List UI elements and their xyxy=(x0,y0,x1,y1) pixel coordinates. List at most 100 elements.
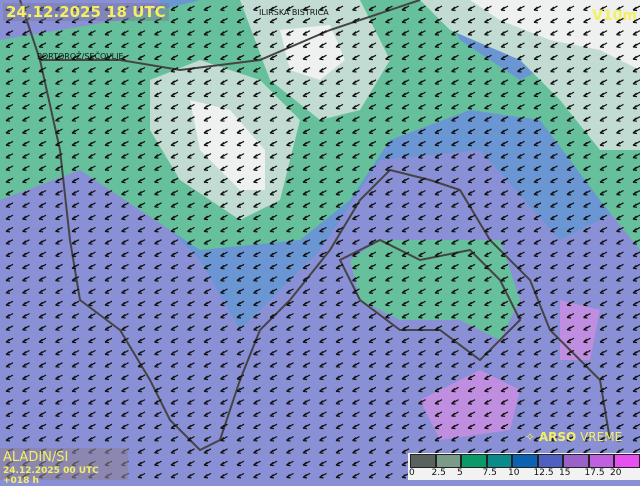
wind-arrow xyxy=(533,153,542,159)
wind-arrow xyxy=(352,288,360,294)
wind-arrow xyxy=(451,239,459,245)
wind-arrow xyxy=(104,103,113,110)
wind-arrow xyxy=(583,30,591,36)
wind-arrow xyxy=(121,30,129,36)
wind-arrow xyxy=(550,411,558,417)
wind-arrow xyxy=(632,17,640,24)
wind-arrow xyxy=(286,325,294,331)
wind-arrow xyxy=(187,374,195,381)
wind-arrow xyxy=(517,153,525,159)
wind-arrow xyxy=(418,30,426,36)
wind-arrow xyxy=(154,362,162,368)
wind-arrow xyxy=(269,349,278,356)
city-label: ILIRSKA BISTRICA xyxy=(259,8,329,17)
wind-arrow xyxy=(500,79,509,85)
wind-arrow xyxy=(335,153,344,159)
wind-arrow xyxy=(22,312,30,319)
wind-arrow xyxy=(467,30,476,36)
wind-arrow xyxy=(451,435,459,442)
wind-arrow xyxy=(55,140,63,147)
wind-arrow xyxy=(517,239,525,245)
wind-arrow xyxy=(467,202,476,208)
wind-arrow xyxy=(187,91,195,98)
wind-arrow xyxy=(517,276,525,282)
wind-arrow xyxy=(22,263,30,270)
wind-arrow xyxy=(302,239,311,245)
wind-arrow xyxy=(583,91,591,98)
wind-arrow xyxy=(220,325,228,331)
wind-arrow xyxy=(632,128,640,135)
wind-arrow xyxy=(368,189,377,196)
wind-arrow xyxy=(253,5,261,12)
wind-arrow xyxy=(88,300,96,307)
wind-arrow xyxy=(154,17,162,24)
wind-arrow xyxy=(352,386,360,393)
wind-arrow xyxy=(269,460,278,467)
wind-arrow xyxy=(170,42,179,48)
wind-arrow xyxy=(583,153,591,159)
wind-arrow xyxy=(533,202,542,208)
wind-arrow xyxy=(418,202,426,208)
wind-arrow xyxy=(104,337,113,344)
wind-arrow xyxy=(550,374,558,381)
wind-arrow xyxy=(154,116,162,122)
wind-arrow xyxy=(385,399,393,405)
wind-arrow xyxy=(187,66,195,73)
wind-arrow xyxy=(319,374,327,381)
wind-arrow xyxy=(71,189,80,196)
wind-arrow xyxy=(55,165,63,171)
wind-arrow xyxy=(236,66,245,73)
wind-arrow xyxy=(599,177,608,184)
wind-arrow xyxy=(203,30,212,36)
wind-arrow xyxy=(319,312,327,319)
wind-arrow xyxy=(550,239,558,245)
wind-arrow xyxy=(616,251,624,258)
wind-arrow xyxy=(368,435,377,442)
legend-label: 17.5 xyxy=(584,468,605,478)
wind-arrow xyxy=(583,54,591,61)
wind-arrow xyxy=(137,374,146,381)
wind-arrow xyxy=(121,362,129,368)
wind-arrow xyxy=(187,362,195,368)
wind-arrow xyxy=(170,374,179,381)
wind-arrow xyxy=(533,79,542,85)
wind-arrow xyxy=(616,423,624,430)
wind-arrow xyxy=(137,103,146,110)
wind-arrow xyxy=(616,54,624,61)
wind-arrow xyxy=(599,189,608,196)
wind-arrow xyxy=(632,54,640,61)
wind-arrow xyxy=(500,411,509,417)
wind-arrow xyxy=(385,103,393,110)
wind-arrow xyxy=(352,362,360,368)
wind-arrow xyxy=(418,17,426,24)
wind-arrow xyxy=(269,165,278,171)
wind-arrow xyxy=(253,42,261,48)
wind-arrow xyxy=(484,276,492,282)
wind-arrow xyxy=(385,312,393,319)
wind-arrow xyxy=(154,239,162,245)
wind-arrow xyxy=(616,362,624,368)
wind-arrow xyxy=(121,54,129,61)
wind-arrow xyxy=(352,423,360,430)
wind-arrow xyxy=(286,300,294,307)
wind-arrow xyxy=(319,349,327,356)
wind-arrow xyxy=(434,411,443,417)
wind-arrow xyxy=(599,165,608,171)
wind-arrow xyxy=(269,448,278,454)
wind-arrow xyxy=(583,66,591,73)
wind-arrow xyxy=(335,472,344,479)
wind-arrow xyxy=(533,312,542,319)
wind-arrow xyxy=(368,349,377,356)
wind-arrow xyxy=(599,423,608,430)
wind-arrow xyxy=(154,399,162,405)
wind-arrow xyxy=(220,448,228,454)
wind-arrow xyxy=(418,362,426,368)
wind-arrow xyxy=(121,153,129,159)
wind-arrow xyxy=(368,177,377,184)
wind-arrow xyxy=(286,66,294,73)
wind-arrow xyxy=(484,140,492,147)
wind-arrow xyxy=(170,300,179,307)
wind-arrow xyxy=(385,239,393,245)
wind-arrow xyxy=(616,435,624,442)
wind-arrow xyxy=(352,226,360,233)
